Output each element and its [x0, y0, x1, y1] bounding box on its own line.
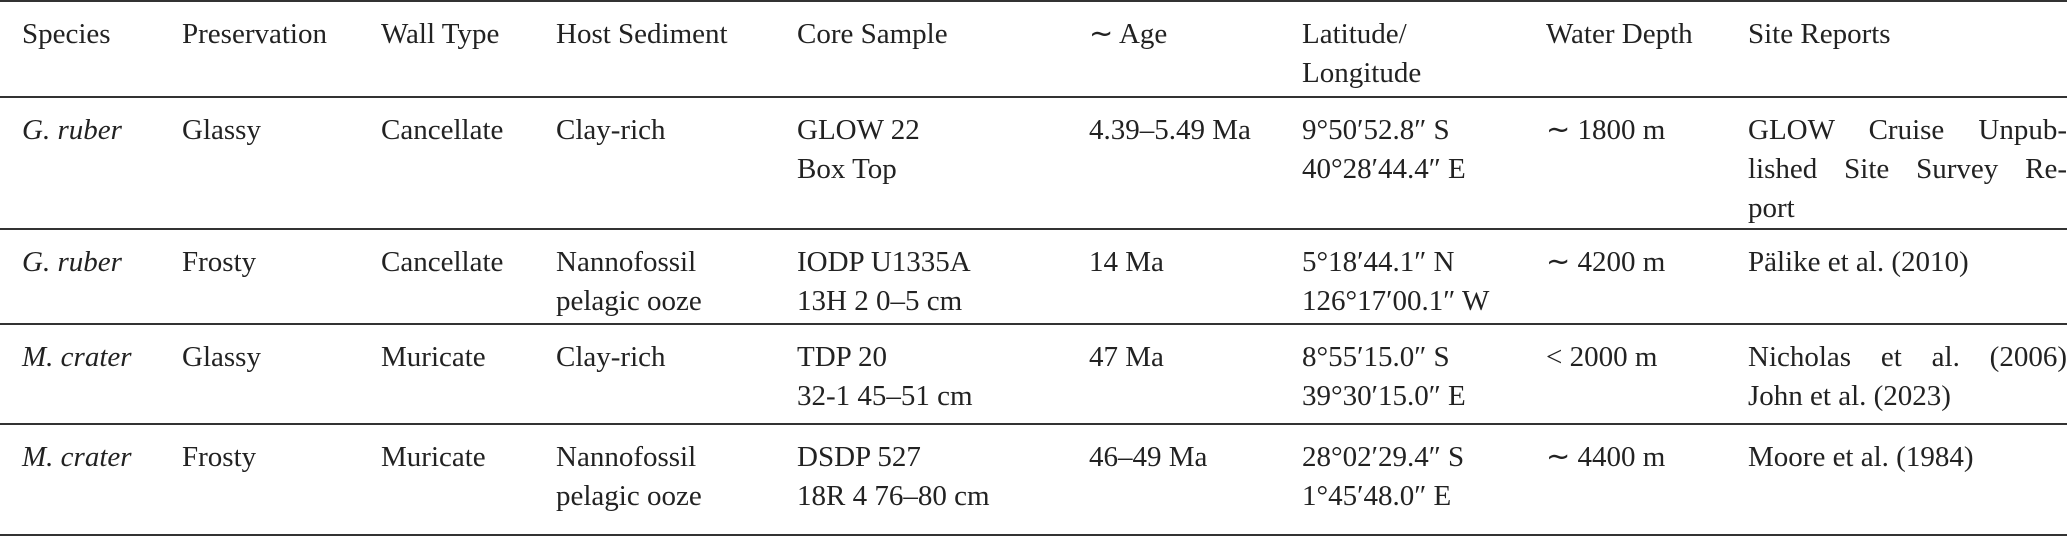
table-cell: 47 Ma	[1089, 341, 1164, 373]
table-cell: Nannofossil pelagic ooze	[534, 424, 775, 535]
header-cell: Species	[22, 18, 111, 50]
table-row: G. ruber Frosty Cancellate Nannofossil pelag…	[0, 229, 2067, 324]
table-cell: IODP U1335A 13H 2 0–5 cm	[775, 229, 1067, 324]
cell-line: 18R 4 76–80 cm	[797, 480, 990, 512]
cell-line: pelagic ooze	[556, 480, 702, 512]
cell-line: 5°18′44.1″ N	[1302, 246, 1455, 278]
header-cell: Host Sediment	[556, 18, 728, 50]
cell-line: Longitude	[1302, 57, 1422, 89]
table-cell: Pälike et al. (2010)	[1748, 246, 1969, 278]
table-row: M. crater Frosty Muricate Nannofossil pelagi…	[0, 424, 2067, 535]
table-cell: 4.39–5.49 Ma	[1089, 114, 1251, 146]
cell-line: port	[1748, 192, 1795, 224]
cell-line: lished Site Survey Re-	[1748, 153, 2067, 185]
header-cell: ∼ Age	[1089, 18, 1168, 50]
table-cell: M. crater	[22, 441, 132, 473]
table-cell: Nannofossil pelagic ooze	[534, 229, 775, 324]
table-row: G. ruber Glassy Cancellate Clay-rich GLOW 22…	[0, 97, 2067, 229]
cell-line: GLOW Cruise Unpub-	[1748, 114, 2067, 146]
table-cell: Muricate	[381, 441, 486, 473]
table-cell: Clay-rich	[556, 341, 666, 373]
table-cell: TDP 20 32-1 45–51 cm	[775, 324, 1067, 424]
cell-line: Nannofossil	[556, 246, 697, 278]
table-body: G. ruber Glassy Cancellate Clay-rich GLOW 22…	[0, 97, 2067, 535]
table-cell: 5°18′44.1″ N 126°17′00.1″ W	[1280, 229, 1524, 324]
table-cell: < 2000 m	[1546, 341, 1658, 373]
cell-line: 126°17′00.1″ W	[1302, 285, 1490, 317]
cell-line: Latitude/	[1302, 18, 1407, 50]
table-cell: ∼ 4400 m	[1546, 441, 1666, 473]
cell-line: 13H 2 0–5 cm	[797, 285, 963, 317]
table-cell: Clay-rich	[556, 114, 666, 146]
header-cell: Site Reports	[1748, 18, 1891, 50]
table-cell: G. ruber	[22, 246, 122, 278]
cell-line: 9°50′52.8″ S	[1302, 114, 1450, 146]
table-cell: Moore et al. (1984)	[1748, 441, 1974, 473]
cell-line: pelagic ooze	[556, 285, 702, 317]
table-cell: Muricate	[381, 341, 486, 373]
table-cell: 28°02′29.4″ S 1°45′48.0″ E	[1280, 424, 1524, 535]
table-cell: GLOW 22 Box Top	[775, 97, 1067, 229]
cell-line: DSDP 527	[797, 441, 921, 473]
cell-line: 1°45′48.0″ E	[1302, 480, 1452, 512]
table-cell: Cancellate	[381, 114, 504, 146]
header-row: Species Preservation Wall Type Host Sedimen…	[0, 1, 2067, 97]
header-cell: Preservation	[182, 18, 327, 50]
table-cell: ∼ 1800 m	[1546, 114, 1666, 146]
table-cell: Glassy	[182, 114, 261, 146]
table-cell: Nicholas et al. (2006) John et al. (2023)	[1726, 324, 2067, 424]
cell-line: GLOW 22	[797, 114, 920, 146]
cell-line: 8°55′15.0″ S	[1302, 341, 1450, 373]
table-cell: Glassy	[182, 341, 261, 373]
cell-line: John et al. (2023)	[1748, 380, 1951, 412]
table-cell: G. ruber	[22, 114, 122, 146]
cell-line: Box Top	[797, 153, 897, 185]
table-cell: 9°50′52.8″ S 40°28′44.4″ E	[1280, 97, 1524, 229]
header-cell: Wall Type	[381, 18, 500, 50]
header-cell: Core Sample	[797, 18, 948, 50]
table-cell: 14 Ma	[1089, 246, 1164, 278]
table-cell: Frosty	[182, 441, 257, 473]
cell-line: 39°30′15.0″ E	[1302, 380, 1466, 412]
cell-line: 28°02′29.4″ S	[1302, 441, 1465, 473]
header-cell: Water Depth	[1546, 18, 1693, 50]
cell-line: IODP U1335A	[797, 246, 971, 278]
table-cell: M. crater	[22, 341, 132, 373]
table-row: M. crater Glassy Muricate Clay-rich TDP 20 32…	[0, 324, 2067, 424]
cell-line: Nannofossil	[556, 441, 697, 473]
cell-line: TDP 20	[797, 341, 887, 373]
table-cell: DSDP 527 18R 4 76–80 cm	[775, 424, 1067, 535]
table-cell: GLOW Cruise Unpub-lished Site Survey Re-…	[1726, 97, 2067, 229]
header-cell: Latitude/Longitude	[1280, 1, 1524, 97]
table-cell: Cancellate	[381, 246, 504, 278]
cell-line: Nicholas et al. (2006)	[1748, 341, 2067, 373]
table-cell: ∼ 4200 m	[1546, 246, 1666, 278]
table-cell: Frosty	[182, 246, 257, 278]
table-cell: 8°55′15.0″ S 39°30′15.0″ E	[1280, 324, 1524, 424]
table-cell: 46–49 Ma	[1089, 441, 1208, 473]
cell-line: 32-1 45–51 cm	[797, 380, 973, 412]
cell-line: 40°28′44.4″ E	[1302, 153, 1466, 185]
